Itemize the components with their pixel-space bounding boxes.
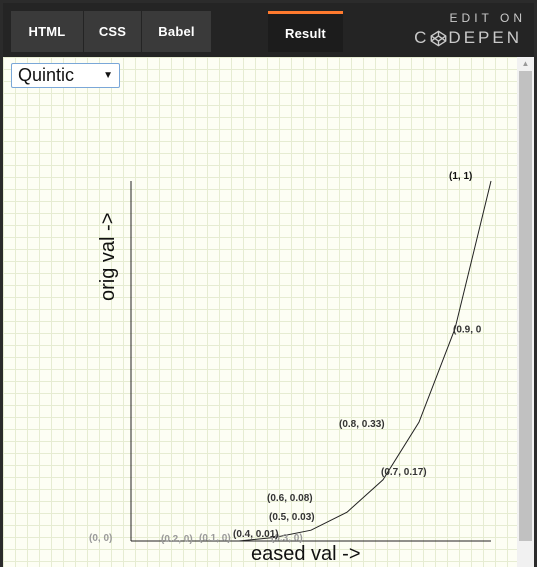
- easing-select-value: Quintic: [18, 65, 75, 85]
- tab-babel[interactable]: Babel: [142, 11, 211, 52]
- point-label: (0.2, 0): [161, 534, 193, 545]
- scroll-up-arrow-icon[interactable]: ▲: [521, 59, 530, 68]
- point-label: (0.6, 0.08): [267, 493, 313, 504]
- codepen-cube-icon: [431, 30, 447, 46]
- result-pane: Quintic ▼ (0, 0) (0.1, 0) (0.2, 0) (0.3, 0)…: [3, 57, 534, 567]
- codepen-prefix: C: [414, 28, 430, 47]
- easing-curve-line: [167, 180, 492, 542]
- edit-on-codepen-link[interactable]: EDIT ON C DEPEN: [414, 11, 522, 48]
- point-label: (0.3, 0): [271, 533, 303, 544]
- y-axis-label: orig val ->: [97, 213, 119, 301]
- point-label: (0.8, 0.33): [339, 419, 385, 430]
- x-axis-label: eased val ->: [251, 543, 361, 565]
- tab-result[interactable]: Result: [268, 11, 343, 52]
- point-label: (0.4, 0.01): [233, 529, 279, 540]
- point-label: (0.5, 0.03): [269, 512, 315, 523]
- tab-css[interactable]: CSS: [84, 11, 141, 52]
- tab-html[interactable]: HTML: [11, 11, 83, 52]
- point-label: (0.7, 0.17): [381, 467, 427, 478]
- vertical-scrollbar[interactable]: ▲: [517, 57, 534, 567]
- chevron-down-icon: ▼: [103, 70, 113, 81]
- easing-select[interactable]: Quintic ▼: [11, 63, 120, 88]
- point-label: (0, 0): [89, 533, 112, 544]
- codepen-suffix: DEPEN: [448, 28, 522, 47]
- codepen-logo: C DEPEN: [414, 28, 522, 48]
- point-label: (0.9, 0: [453, 325, 482, 336]
- scrollbar-thumb[interactable]: [519, 71, 532, 541]
- point-label: (1, 1): [449, 171, 472, 182]
- easing-chart: (0, 0) (0.1, 0) (0.2, 0) (0.3, 0)(0.4, 0.01…: [89, 171, 492, 565]
- edit-on-label: EDIT ON: [449, 11, 526, 25]
- editor-tab-bar: HTML CSS Babel Result EDIT ON C DEPEN: [3, 3, 534, 57]
- point-label: (0.1, 0): [199, 533, 231, 544]
